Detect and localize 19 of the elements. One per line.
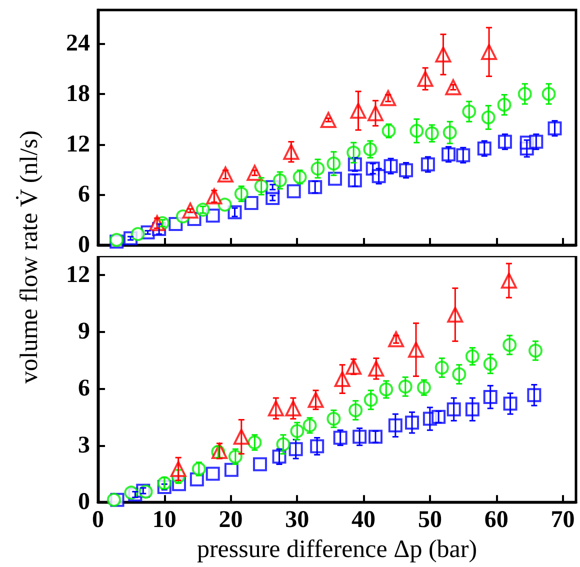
y-tick-label: 12 bbox=[66, 262, 90, 288]
x-axis-title: pressure difference Δp (bar) bbox=[196, 536, 478, 563]
x-tick-label: 60 bbox=[484, 507, 508, 534]
x-tick-label: 70 bbox=[550, 507, 575, 534]
x-tick-label: 30 bbox=[285, 507, 310, 534]
y-tick-label: 18 bbox=[66, 80, 90, 107]
x-tick-label: 40 bbox=[352, 507, 376, 534]
y-axis-title: volume flow rate V̇ (nl/s) bbox=[16, 130, 44, 384]
y-tick-label: 9 bbox=[78, 318, 90, 345]
x-tick-label: 10 bbox=[152, 507, 176, 534]
y-tick-label: 3 bbox=[78, 432, 90, 458]
y-tick-label: 0 bbox=[78, 489, 90, 516]
y-tick-label: 6 bbox=[78, 182, 90, 208]
x-tick-label: 50 bbox=[418, 507, 442, 534]
y-tick-label: 0 bbox=[78, 232, 90, 258]
y-tick-label: 6 bbox=[78, 376, 90, 402]
x-tick-label: 20 bbox=[218, 507, 243, 534]
y-tick-label: 24 bbox=[66, 30, 90, 57]
y-tick-label: 12 bbox=[66, 131, 90, 158]
